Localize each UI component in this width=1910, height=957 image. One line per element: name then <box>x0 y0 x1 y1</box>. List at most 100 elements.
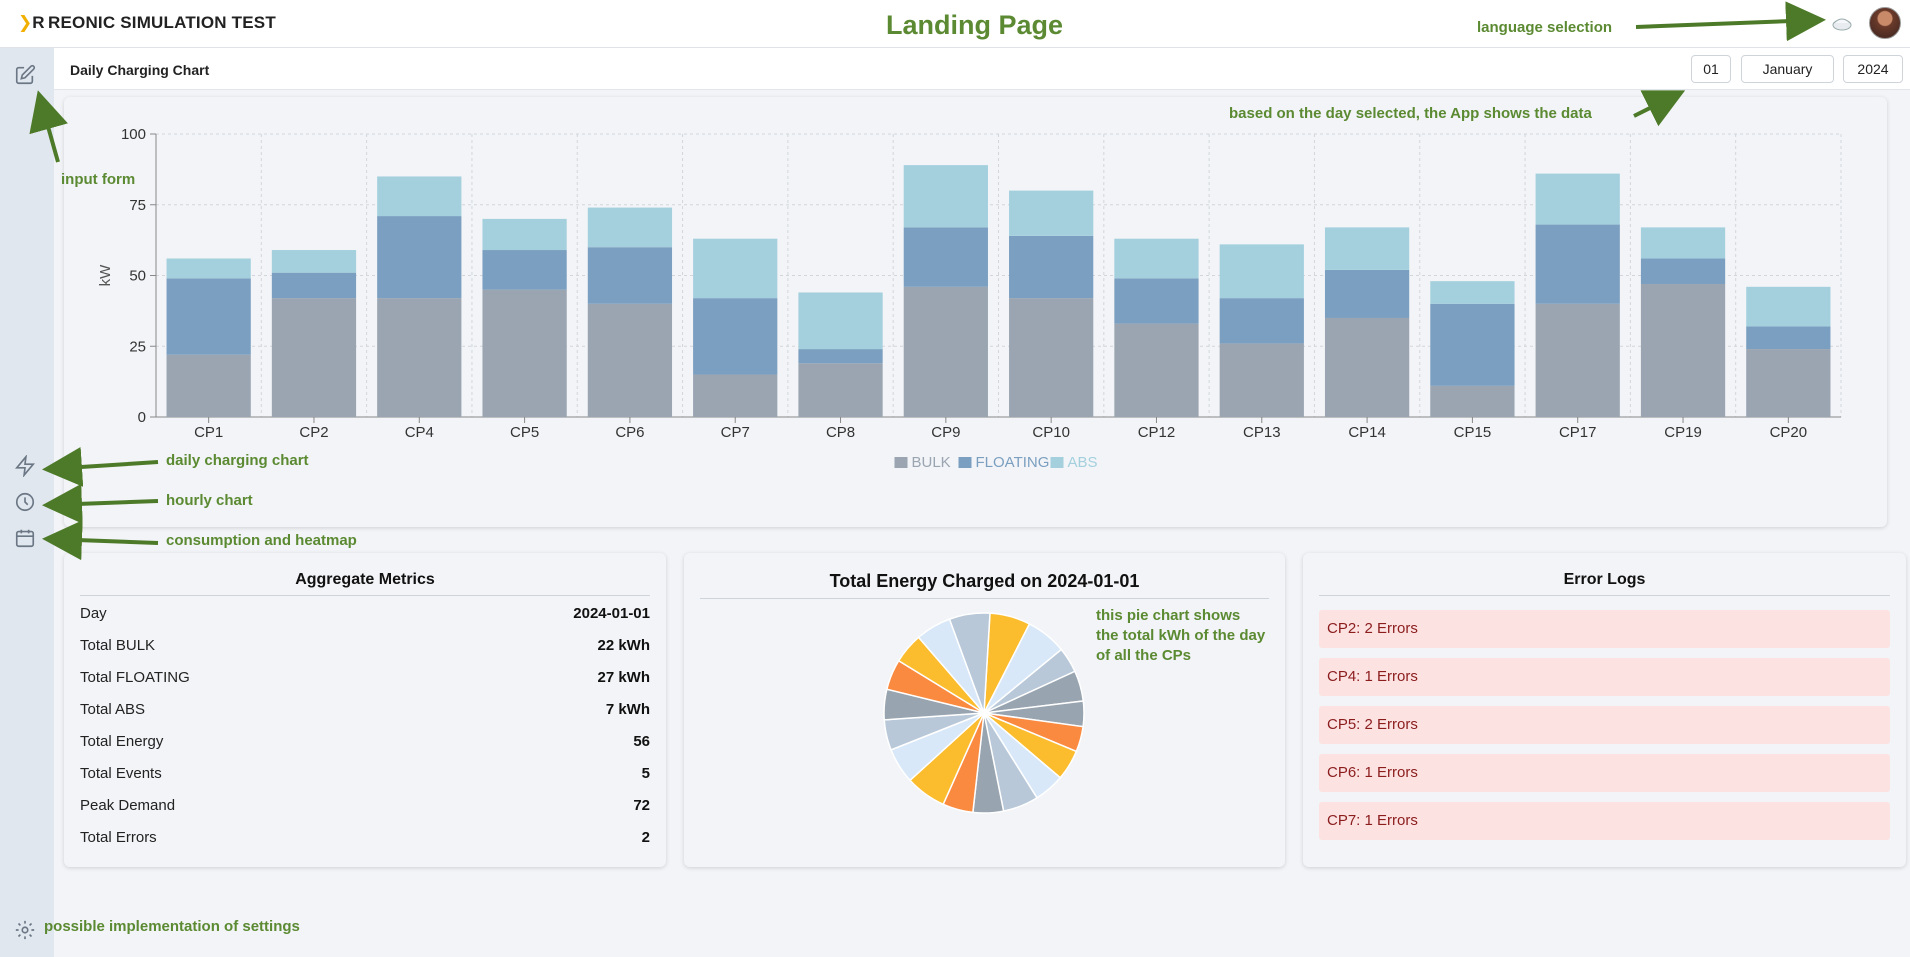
pie-slice[interactable] <box>948 612 991 714</box>
bar-bulk[interactable] <box>271 298 357 417</box>
bar-floating[interactable] <box>1535 224 1620 304</box>
user-avatar[interactable] <box>1869 7 1901 39</box>
calendar-icon[interactable] <box>14 527 36 549</box>
bar-abs[interactable] <box>377 176 462 217</box>
consumption-arrow <box>42 520 159 561</box>
bar-bulk[interactable] <box>1114 323 1199 417</box>
legend-label[interactable]: ABS <box>1068 454 1098 471</box>
error-log-item[interactable]: CP6: 1 Errors <box>1319 754 1890 792</box>
bar-abs[interactable] <box>1219 244 1304 299</box>
lightning-icon[interactable] <box>14 454 36 478</box>
bar-abs[interactable] <box>1746 286 1831 327</box>
bar-floating[interactable] <box>1219 298 1304 344</box>
bar-bulk[interactable] <box>587 303 673 417</box>
x-tick-label: CP17 <box>1559 424 1597 441</box>
bar-bulk[interactable] <box>903 286 988 417</box>
metric-row: Total ABS 7 kWh <box>80 701 650 721</box>
bar-floating[interactable] <box>1746 326 1831 350</box>
bar-floating[interactable] <box>587 247 673 304</box>
bar-floating[interactable] <box>271 272 357 299</box>
month-select[interactable]: January <box>1741 55 1834 83</box>
bar-bulk[interactable] <box>482 289 567 417</box>
bar-floating[interactable] <box>377 216 462 299</box>
bar-abs[interactable] <box>482 218 567 251</box>
y-tick-label: 25 <box>129 338 146 355</box>
bar-bulk[interactable] <box>1009 298 1094 417</box>
bar-bulk[interactable] <box>1219 343 1304 417</box>
bar-abs[interactable] <box>271 250 357 273</box>
bar-floating[interactable] <box>482 250 567 290</box>
bar-bulk[interactable] <box>1430 385 1515 417</box>
settings-gear-icon[interactable] <box>14 919 36 941</box>
sidebar <box>0 48 54 957</box>
bar-bulk[interactable] <box>166 354 251 417</box>
y-tick-label: 100 <box>121 126 146 143</box>
bar-floating[interactable] <box>693 298 778 375</box>
bar-abs[interactable] <box>587 207 673 248</box>
x-tick-label: CP4 <box>405 424 434 441</box>
legend-label[interactable]: BULK <box>912 454 951 471</box>
day-select[interactable]: 01 <box>1691 55 1731 83</box>
metric-row: Total FLOATING 27 kWh <box>80 669 650 689</box>
bar-floating[interactable] <box>1114 278 1199 324</box>
metric-value: 7 kWh <box>605 701 650 718</box>
bar-bulk[interactable] <box>1746 349 1831 417</box>
bar-bulk[interactable] <box>1640 283 1726 417</box>
bar-abs[interactable] <box>1009 190 1094 236</box>
legend-swatch <box>894 457 908 468</box>
year-select[interactable]: 2024 <box>1843 55 1903 83</box>
bar-abs[interactable] <box>1640 227 1726 259</box>
metric-value: 72 <box>633 797 650 814</box>
bar-abs[interactable] <box>1430 281 1515 304</box>
bar-abs[interactable] <box>1114 238 1199 279</box>
x-tick-label: CP12 <box>1138 424 1176 441</box>
bar-floating[interactable] <box>1430 303 1515 386</box>
bar-bulk[interactable] <box>798 363 883 417</box>
bar-abs[interactable] <box>1324 227 1410 270</box>
bar-floating[interactable] <box>798 349 883 364</box>
error-log-item[interactable]: CP7: 1 Errors <box>1319 802 1890 840</box>
metric-value: 22 kWh <box>597 637 650 654</box>
bar-abs[interactable] <box>798 292 883 350</box>
total-energy-card: Total Energy Charged on 2024-01-01 this … <box>684 553 1285 867</box>
error-log-item[interactable]: CP5: 2 Errors <box>1319 706 1890 744</box>
bar-abs[interactable] <box>1535 173 1620 225</box>
bar-floating[interactable] <box>1009 235 1094 299</box>
bar-floating[interactable] <box>903 227 988 287</box>
bar-floating[interactable] <box>166 278 251 355</box>
x-tick-label: CP20 <box>1770 424 1808 441</box>
metric-label: Day <box>80 605 107 622</box>
metric-label: Total Errors <box>80 829 157 846</box>
error-log-item[interactable]: CP2: 2 Errors <box>1319 610 1890 648</box>
bar-abs[interactable] <box>903 165 988 228</box>
x-tick-label: CP8 <box>826 424 855 441</box>
stacked-bar-chart: 0 25 50 75 100 kW CP1 CP2 CP4 CP5 CP6 CP7 CP8 CP9 CP10… <box>97 126 1842 471</box>
bar-abs[interactable] <box>693 238 778 299</box>
errors-title: Error Logs <box>1319 571 1890 596</box>
edit-icon[interactable] <box>14 64 36 86</box>
metric-row: Day 2024-01-01 <box>80 605 650 625</box>
x-tick-label: CP13 <box>1243 424 1281 441</box>
y-axis-label: kW <box>97 264 114 287</box>
bar-bulk[interactable] <box>1324 317 1410 417</box>
error-log-item[interactable]: CP4: 1 Errors <box>1319 658 1890 696</box>
chart-header: Daily Charging Chart 01 January 2024 <box>54 48 1910 90</box>
bar-floating[interactable] <box>1640 258 1726 284</box>
bar-abs[interactable] <box>166 258 251 279</box>
daily-chart-annotation: daily charging chart <box>166 452 309 469</box>
error-logs-card: Error Logs CP2: 2 Errors CP4: 1 Errors CP5… <box>1303 553 1906 867</box>
metric-value: 2 <box>641 829 650 846</box>
settings-annotation: possible implementation of settings <box>44 918 300 935</box>
pie-chart <box>883 612 1085 814</box>
chart-section-title: Daily Charging Chart <box>70 62 210 78</box>
metric-label: Total Events <box>80 765 162 782</box>
legend-label[interactable]: FLOATING <box>976 454 1050 471</box>
language-flag-icon[interactable] <box>1830 12 1854 34</box>
clock-icon[interactable] <box>14 491 36 513</box>
bar-bulk[interactable] <box>377 298 462 417</box>
hourly-chart-annotation: hourly chart <box>166 492 253 509</box>
bar-bulk[interactable] <box>1535 303 1620 417</box>
bar-bulk[interactable] <box>693 374 778 417</box>
bar-floating[interactable] <box>1324 269 1410 318</box>
metric-label: Peak Demand <box>80 797 176 814</box>
